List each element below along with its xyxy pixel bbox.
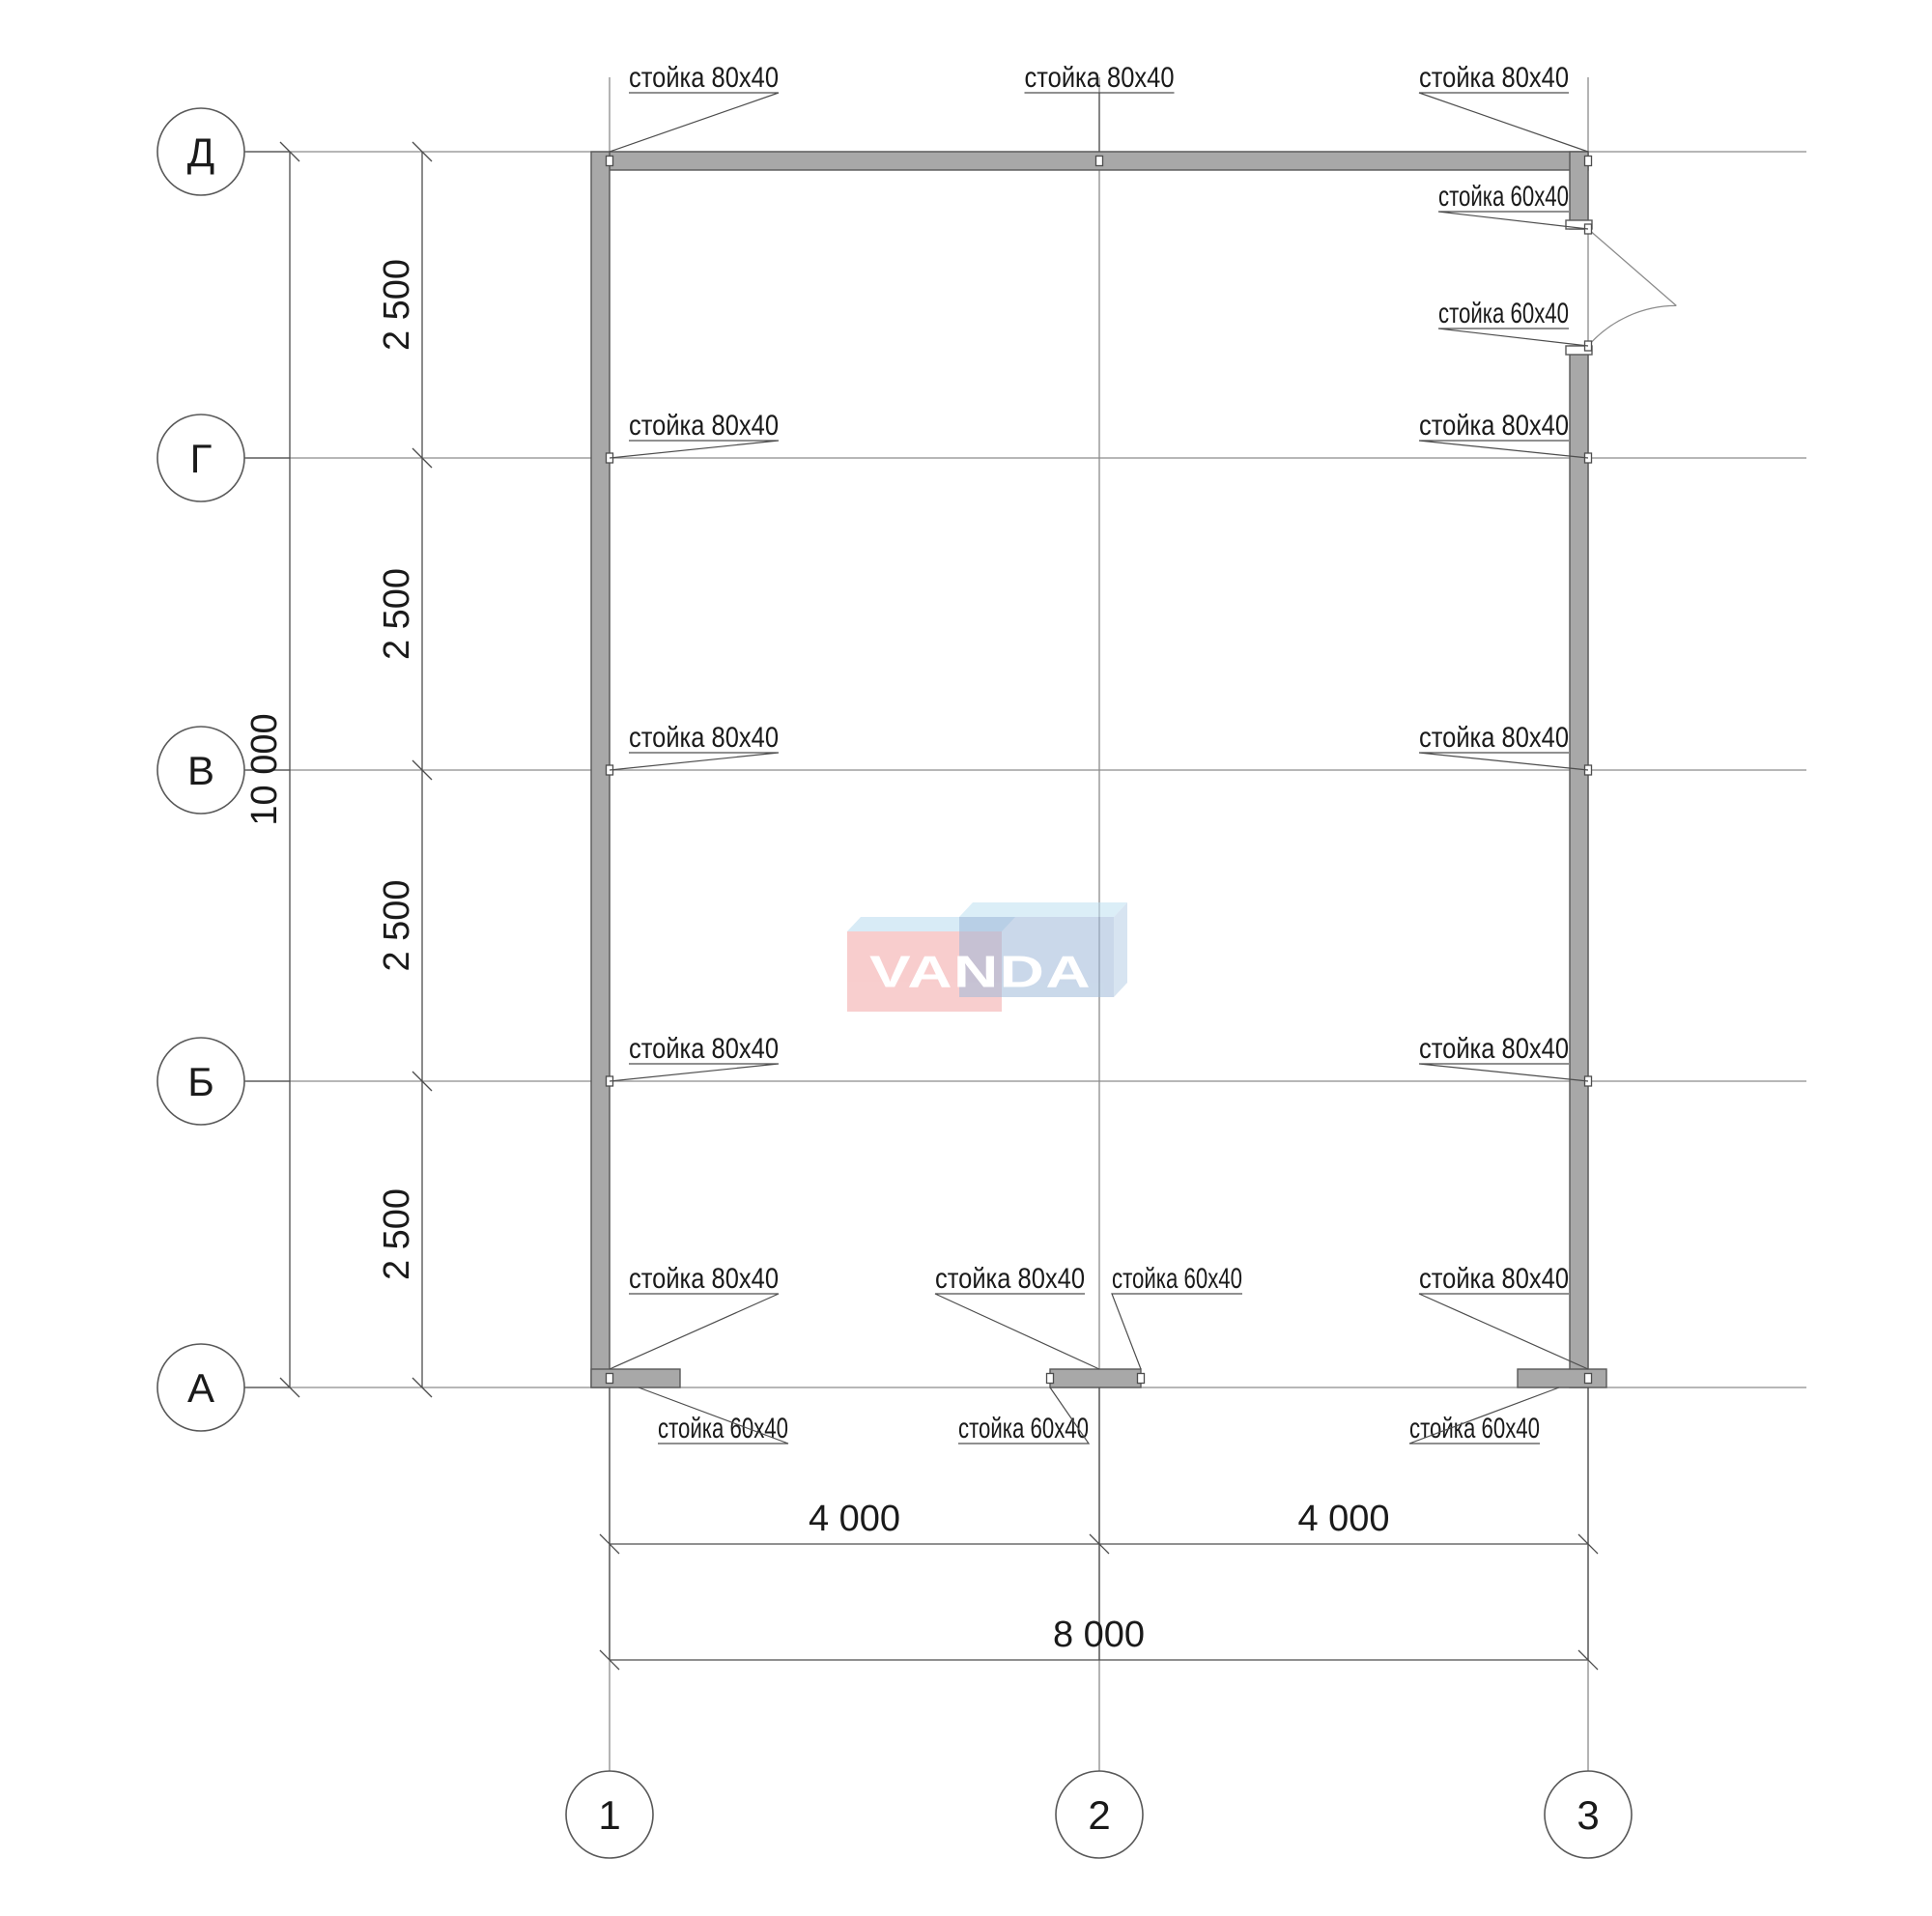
- svg-text:стойка 80х40: стойка 80х40: [629, 722, 779, 754]
- svg-text:2 500: 2 500: [377, 568, 417, 660]
- svg-text:стойка 60х40: стойка 60х40: [1438, 181, 1569, 213]
- svg-text:Д: Д: [187, 129, 214, 175]
- svg-text:8 000: 8 000: [1053, 1615, 1145, 1655]
- svg-text:стойка 60х40: стойка 60х40: [1112, 1263, 1242, 1295]
- svg-text:стойка 80х40: стойка 80х40: [1025, 62, 1175, 94]
- svg-text:Б: Б: [187, 1059, 214, 1104]
- svg-text:10 000: 10 000: [244, 713, 285, 825]
- svg-text:4 000: 4 000: [1297, 1499, 1389, 1539]
- svg-text:VANDA: VANDA: [869, 947, 1092, 997]
- svg-text:Г: Г: [190, 436, 213, 481]
- svg-text:стойка 80х40: стойка 80х40: [935, 1263, 1085, 1295]
- svg-text:1: 1: [598, 1792, 620, 1838]
- svg-text:стойка 80х40: стойка 80х40: [629, 1263, 779, 1295]
- svg-text:стойка 80х40: стойка 80х40: [629, 62, 779, 94]
- svg-text:стойка 80х40: стойка 80х40: [1419, 1033, 1569, 1065]
- svg-text:2: 2: [1088, 1792, 1110, 1838]
- svg-text:3: 3: [1577, 1792, 1599, 1838]
- svg-text:2 500: 2 500: [377, 1188, 417, 1280]
- svg-text:стойка 80х40: стойка 80х40: [1419, 62, 1569, 94]
- svg-text:стойка 80х40: стойка 80х40: [1419, 410, 1569, 442]
- svg-text:4 000: 4 000: [809, 1499, 900, 1539]
- svg-text:2 500: 2 500: [377, 879, 417, 971]
- svg-text:стойка 80х40: стойка 80х40: [1419, 1263, 1569, 1295]
- svg-text:В: В: [187, 748, 214, 793]
- svg-text:стойка 80х40: стойка 80х40: [629, 1033, 779, 1065]
- svg-text:стойка 80х40: стойка 80х40: [1419, 722, 1569, 754]
- svg-text:стойка 80х40: стойка 80х40: [629, 410, 779, 442]
- svg-text:2 500: 2 500: [377, 259, 417, 351]
- svg-text:стойка 60х40: стойка 60х40: [1438, 298, 1569, 329]
- svg-text:стойка 60х40: стойка 60х40: [658, 1413, 788, 1444]
- svg-text:А: А: [187, 1365, 214, 1411]
- svg-text:стойка 60х40: стойка 60х40: [958, 1413, 1089, 1444]
- svg-text:стойка 60х40: стойка 60х40: [1409, 1413, 1540, 1444]
